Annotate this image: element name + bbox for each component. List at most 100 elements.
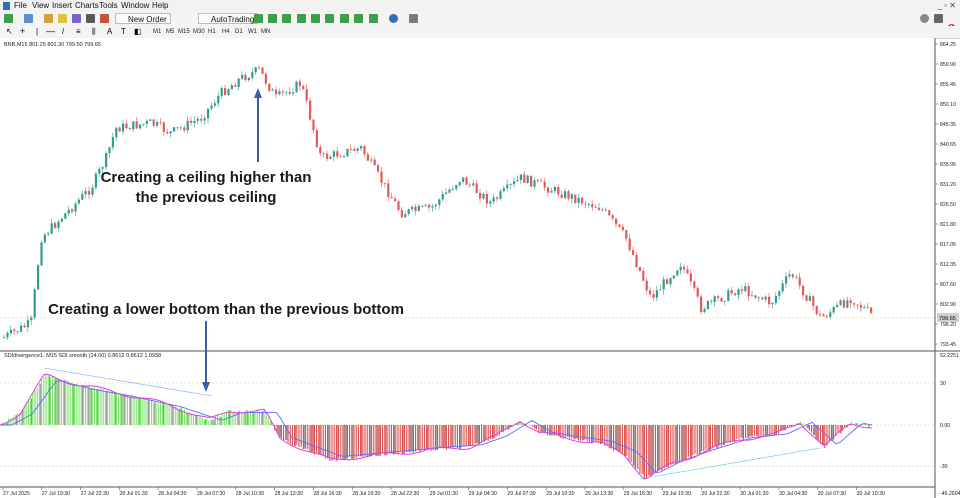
candle-body: [754, 295, 757, 298]
candle-body: [445, 192, 448, 194]
shapes-icon[interactable]: ◧: [134, 27, 142, 36]
time-axis-label: 29 Jul 10:30: [546, 491, 574, 497]
candle-body: [788, 274, 791, 277]
window-controls[interactable]: _ ▫ ✕: [937, 1, 956, 10]
menu-file[interactable]: File: [14, 1, 27, 10]
trendline-icon[interactable]: /: [62, 27, 65, 36]
menu-tools[interactable]: Tools: [99, 1, 118, 10]
price-axis-label: 807.60: [940, 282, 956, 288]
candle-body: [383, 182, 386, 184]
candle-body: [621, 226, 624, 231]
new-chart-icon[interactable]: [4, 14, 13, 23]
candle-body: [536, 180, 539, 182]
candle-body: [802, 285, 805, 296]
candle-body: [281, 91, 284, 93]
zoom-in-icon[interactable]: [297, 14, 306, 23]
time-axis-label: 29 Jul 19:30: [663, 491, 691, 497]
candle-body: [805, 295, 808, 301]
candle-body: [519, 174, 522, 180]
tf-h4[interactable]: H4: [222, 29, 230, 35]
tf-m30[interactable]: M30: [193, 29, 205, 35]
candle-body: [397, 201, 400, 211]
candle-body: [40, 242, 43, 266]
candle-body: [764, 296, 767, 300]
market-watch-icon[interactable]: [44, 14, 53, 23]
candle-body: [33, 289, 36, 318]
crosshair-icon[interactable]: +: [20, 26, 26, 36]
menu-view[interactable]: View: [32, 1, 50, 10]
terminal-icon[interactable]: [86, 14, 95, 23]
tf-m15[interactable]: M15: [178, 29, 190, 35]
candle-body: [485, 193, 488, 204]
price-axis-label: 840.65: [940, 142, 956, 148]
menu-help[interactable]: Help: [152, 1, 169, 10]
navigator-icon[interactable]: [72, 14, 81, 23]
chart-shift-icon[interactable]: [354, 14, 363, 23]
candle-body: [356, 148, 359, 151]
candle-body: [649, 290, 652, 295]
candle-body: [591, 204, 594, 208]
bar-chart-icon[interactable]: [254, 14, 263, 23]
tf-mn[interactable]: MN: [261, 29, 271, 35]
profiles-icon[interactable]: [24, 14, 33, 23]
time-axis-label: 28 Jul 16:30: [313, 491, 341, 497]
tf-m1[interactable]: M1: [153, 29, 162, 35]
candle-body: [346, 148, 349, 157]
menu-window[interactable]: Window: [121, 1, 150, 10]
indicators-icon[interactable]: [369, 14, 378, 23]
chart-area[interactable]: BNB,M15 801.25 801.30 799.50 799.65 SDId…: [0, 38, 960, 498]
candle-body: [23, 325, 26, 328]
price-axis-label: 812.35: [940, 262, 956, 268]
candle-body: [547, 187, 550, 193]
candle-body: [363, 146, 366, 155]
time-axis-label: 27 Jul 19:30: [42, 491, 70, 497]
tile-icon[interactable]: [325, 14, 334, 23]
favorites-icon[interactable]: [58, 14, 67, 23]
candle-body: [3, 337, 6, 339]
label-tool-icon[interactable]: T: [121, 27, 126, 36]
candlestick-icon[interactable]: [268, 14, 277, 23]
tf-d1[interactable]: D1: [235, 29, 243, 35]
candle-body: [509, 184, 512, 185]
autoscroll-icon[interactable]: [340, 14, 349, 23]
search-icon[interactable]: [920, 14, 929, 23]
cursor-icon[interactable]: ↖: [6, 27, 13, 36]
candle-body: [247, 77, 250, 81]
candle-body: [115, 127, 118, 138]
candle-body: [574, 194, 577, 203]
candle-body: [723, 300, 726, 302]
candle-body: [659, 289, 662, 291]
tf-m5[interactable]: M5: [166, 29, 175, 35]
candle-body: [747, 286, 750, 297]
price-axis-label: 831.20: [940, 182, 956, 188]
periods-icon[interactable]: [389, 14, 398, 23]
candle-body: [339, 156, 342, 158]
candle-body: [84, 191, 87, 195]
menu-charts[interactable]: Charts: [75, 1, 99, 10]
candle-body: [26, 320, 29, 328]
tf-w1[interactable]: W1: [248, 29, 257, 35]
tf-h1[interactable]: H1: [208, 29, 216, 35]
candle-body: [615, 218, 618, 225]
autotrading-button[interactable]: AutoTrading: [198, 13, 259, 24]
tester-icon[interactable]: [100, 14, 109, 23]
bell-icon[interactable]: [934, 14, 943, 23]
horizontal-line-icon[interactable]: —: [46, 26, 55, 36]
time-axis-label: 30 Jul 01:30: [740, 491, 768, 497]
templates-icon[interactable]: [409, 14, 418, 23]
time-axis-label: 29 Jul 22:30: [701, 491, 729, 497]
new-order-button[interactable]: New Order: [115, 13, 171, 24]
menu-insert[interactable]: Insert: [52, 1, 73, 10]
candle-body: [20, 325, 23, 332]
channel-icon[interactable]: ≡: [76, 27, 81, 36]
candle-body: [594, 207, 597, 209]
candle-body: [118, 127, 121, 132]
line-chart-icon[interactable]: [282, 14, 291, 23]
zoom-out-icon[interactable]: [311, 14, 320, 23]
text-tool-icon[interactable]: A: [107, 27, 113, 36]
candle-body: [638, 267, 641, 271]
candle-body: [693, 281, 696, 288]
vertical-line-icon[interactable]: |: [36, 27, 39, 36]
divergence-line-bottom: [639, 447, 821, 480]
fibo-icon[interactable]: ⫼: [92, 27, 96, 36]
